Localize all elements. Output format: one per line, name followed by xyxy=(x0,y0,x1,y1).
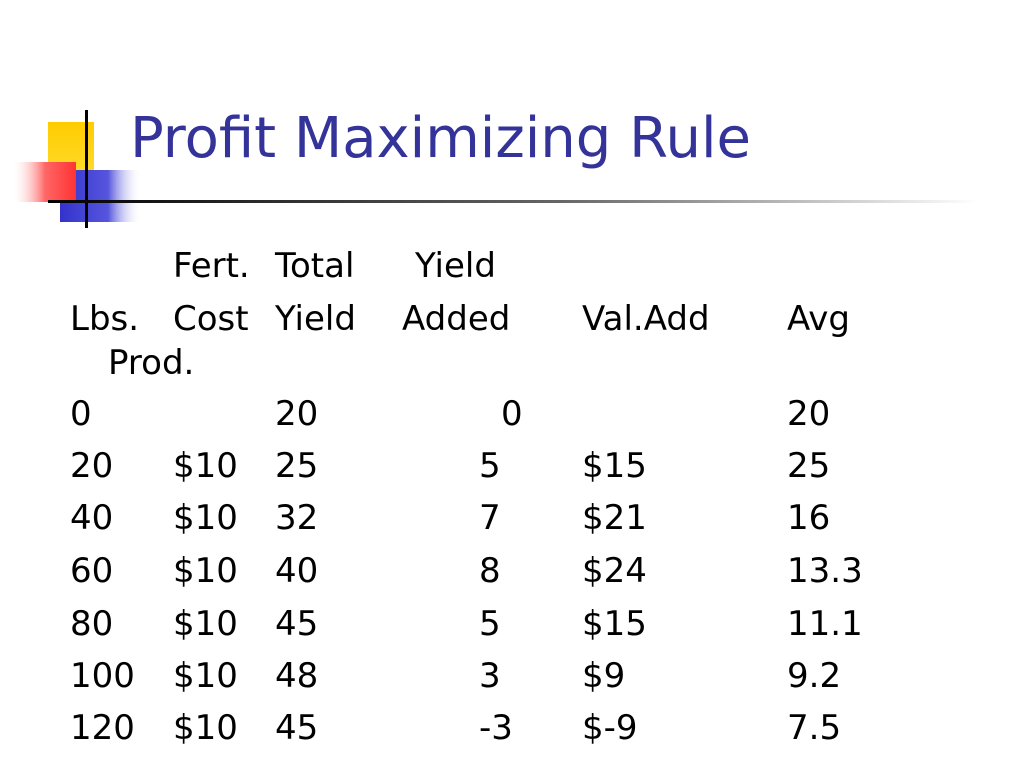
table-cell: 40 xyxy=(70,498,114,538)
table-cell: -3 xyxy=(479,708,513,748)
header-prod: Prod. xyxy=(108,343,195,383)
header-lbs: Lbs. xyxy=(70,299,140,339)
table-cell: 5 xyxy=(479,446,501,486)
table-cell: $10 xyxy=(173,708,238,748)
table-cell: 13.3 xyxy=(787,551,863,591)
table-cell: 40 xyxy=(275,551,319,591)
table-cell: 9.2 xyxy=(787,656,842,696)
decoration-graphic xyxy=(14,110,978,228)
table-cell: $9 xyxy=(582,656,626,696)
header-added: Added xyxy=(402,299,511,339)
table-cell: $10 xyxy=(173,446,238,486)
table-cell: 120 xyxy=(70,708,135,748)
vertical-rule xyxy=(85,110,88,228)
title-decoration xyxy=(0,0,1024,240)
table-cell: 20 xyxy=(275,394,319,434)
red-bar xyxy=(14,162,76,202)
table-cell: $21 xyxy=(582,498,647,538)
header-valadd: Val.Add xyxy=(582,299,710,339)
header-yield-2: Yield xyxy=(275,299,356,339)
table-cell: 0 xyxy=(70,394,92,434)
table-cell: 7 xyxy=(479,498,501,538)
table-cell: $10 xyxy=(173,551,238,591)
table-cell: $24 xyxy=(582,551,647,591)
table-cell: 0 xyxy=(501,394,523,434)
table-cell: 20 xyxy=(787,394,831,434)
header-yield: Yield xyxy=(415,246,496,286)
table-cell: 80 xyxy=(70,604,114,644)
table-cell: 11.1 xyxy=(787,604,863,644)
table-cell: $15 xyxy=(582,446,647,486)
table-cell: $10 xyxy=(173,604,238,644)
table-cell: 7.5 xyxy=(787,708,842,748)
table-cell: 48 xyxy=(275,656,319,696)
table-cell: 20 xyxy=(70,446,114,486)
table-cell: 100 xyxy=(70,656,135,696)
horizontal-rule xyxy=(48,200,978,203)
table-cell: 25 xyxy=(787,446,831,486)
table-cell: 45 xyxy=(275,604,319,644)
header-cost: Cost xyxy=(173,299,249,339)
table-cell: 8 xyxy=(479,551,501,591)
header-total: Total xyxy=(275,246,355,286)
table-cell: $10 xyxy=(173,498,238,538)
header-avg: Avg xyxy=(787,299,850,339)
table-cell: 5 xyxy=(479,604,501,644)
table-cell: 25 xyxy=(275,446,319,486)
table-cell: 16 xyxy=(787,498,831,538)
table-cell: $-9 xyxy=(582,708,638,748)
table-cell: 32 xyxy=(275,498,319,538)
table-cell: $15 xyxy=(582,604,647,644)
table-cell: 3 xyxy=(479,656,501,696)
table-cell: $10 xyxy=(173,656,238,696)
table-cell: 45 xyxy=(275,708,319,748)
slide-title: Profit Maximizing Rule xyxy=(130,106,752,171)
header-fert: Fert. xyxy=(173,246,250,286)
table-cell: 60 xyxy=(70,551,114,591)
